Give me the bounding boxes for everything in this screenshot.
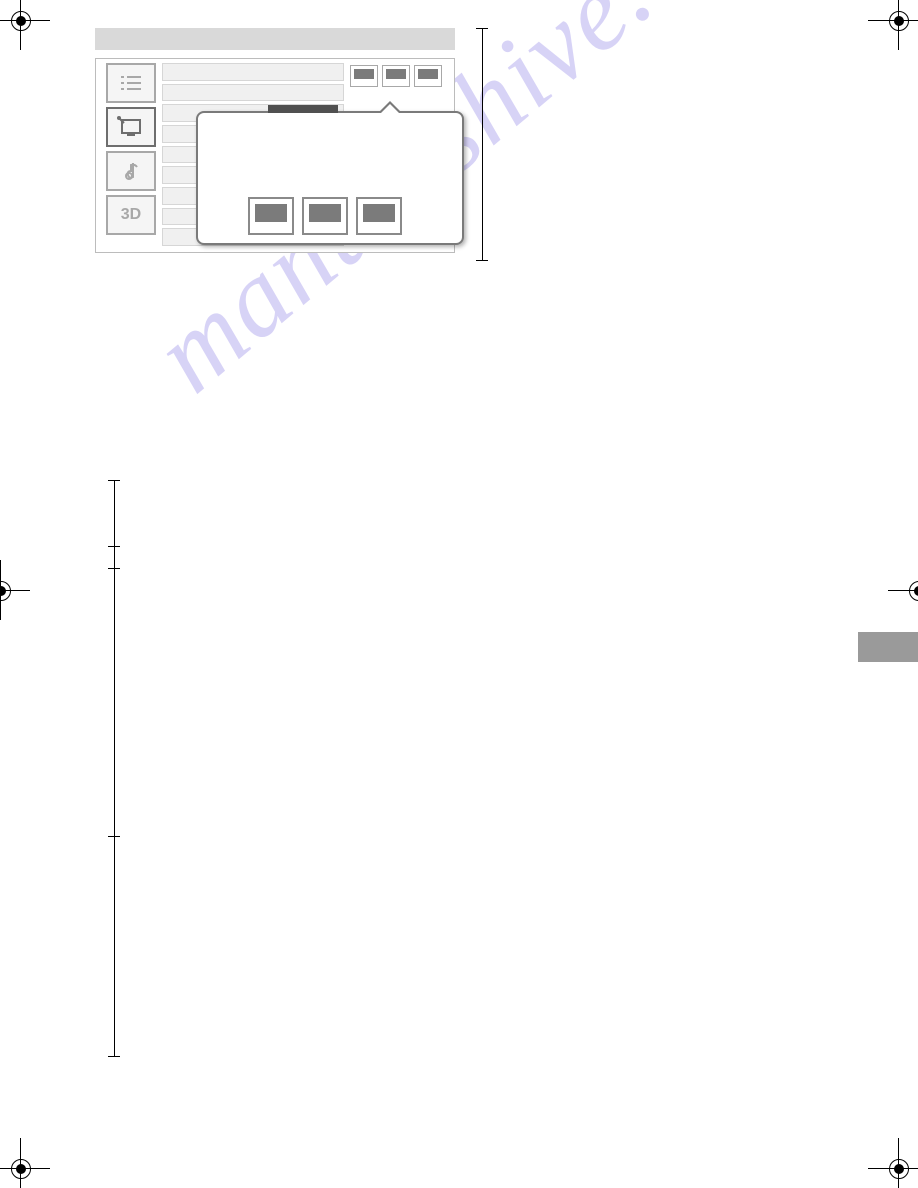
- page-edge-tab: [858, 632, 918, 662]
- sound-icon[interactable]: [106, 151, 156, 191]
- settings-screenshot: 3D: [95, 28, 455, 253]
- registration-mark-mid-left: [0, 560, 30, 620]
- gutter-line: [482, 28, 483, 260]
- registration-mark-mid-right: [888, 560, 918, 620]
- three-d-label: 3D: [121, 206, 141, 224]
- tools-icon[interactable]: [106, 107, 156, 147]
- gutter-tick: [108, 836, 120, 837]
- settings-header-bar: [95, 28, 455, 50]
- gutter-tick: [108, 1056, 120, 1057]
- gutter-tick: [108, 480, 120, 481]
- side-icon-column: 3D: [106, 63, 152, 235]
- three-d-icon[interactable]: 3D: [106, 195, 156, 235]
- registration-mark-bottom-left: [0, 1138, 50, 1188]
- settings-row[interactable]: [162, 63, 344, 81]
- popup-thumbnail-bar: [248, 197, 402, 235]
- list-icon[interactable]: [106, 63, 156, 103]
- screen-thumb-icon[interactable]: [414, 65, 442, 87]
- settings-row[interactable]: [162, 84, 344, 102]
- screen-thumb-icon[interactable]: [356, 197, 402, 235]
- settings-popup: [196, 111, 464, 245]
- screen-thumb-icon[interactable]: [350, 65, 378, 87]
- screen-thumb-icon[interactable]: [302, 197, 348, 235]
- top-thumbnail-bar: [350, 65, 442, 87]
- registration-mark-top-left: [0, 0, 50, 50]
- screen-thumb-icon[interactable]: [248, 197, 294, 235]
- gutter-tick: [108, 546, 120, 547]
- registration-mark-top-right: [868, 0, 918, 50]
- settings-body: 3D: [95, 58, 455, 253]
- popup-tab-marker: [268, 105, 338, 113]
- registration-mark-bottom-right: [868, 1138, 918, 1188]
- gutter-line: [114, 480, 115, 1056]
- gutter-tick: [108, 568, 120, 569]
- gutter-tick: [476, 260, 488, 261]
- screen-thumb-icon[interactable]: [382, 65, 410, 87]
